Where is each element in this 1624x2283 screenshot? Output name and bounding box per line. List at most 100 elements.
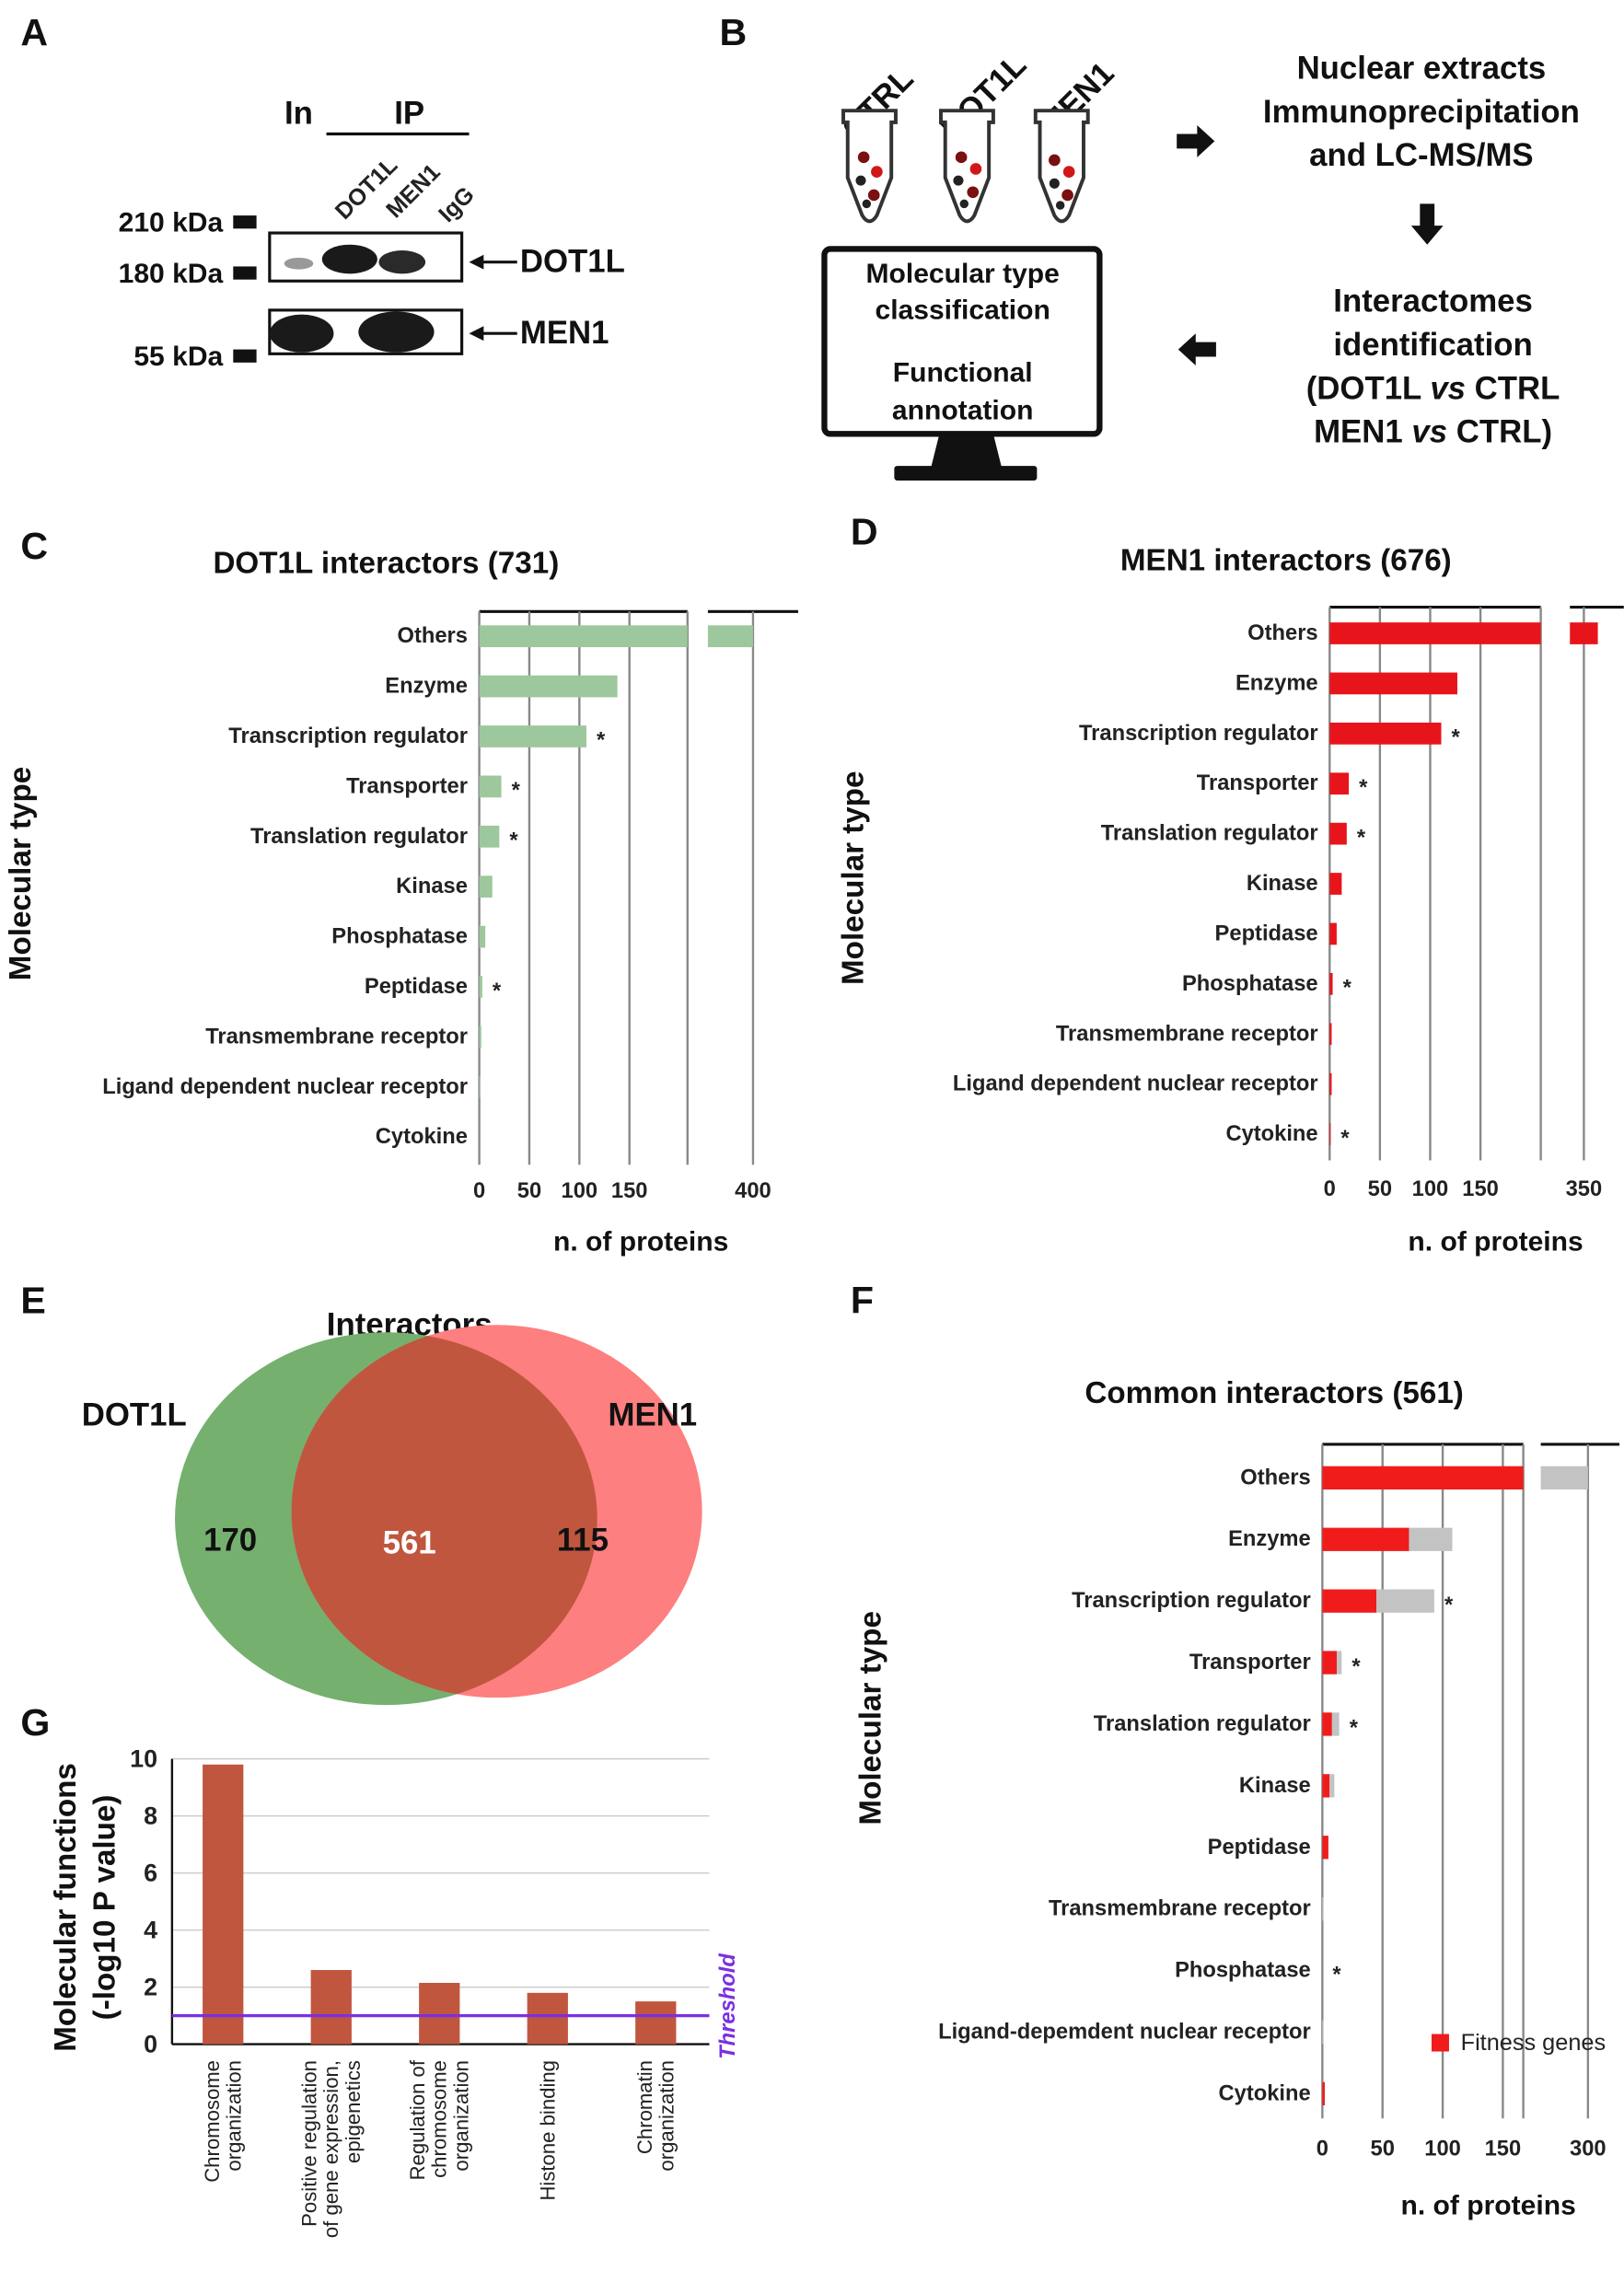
category-label: Translation regulator (1094, 1712, 1311, 1736)
category-label: Kinase (396, 875, 468, 898)
x-tick-label: 0 (1317, 2137, 1328, 2161)
x-axis-title: n. of proteins (1401, 2191, 1576, 2221)
category-label: Transporter (1189, 1651, 1311, 1675)
panel-label: E (20, 1279, 45, 1321)
bar (479, 625, 688, 648)
comparison: MEN1 vs CTRL) (1314, 415, 1552, 450)
bar (479, 976, 482, 998)
significance-mark: * (1359, 776, 1368, 800)
x-tick-label: organization (655, 2060, 679, 2172)
category-label: Peptidase (1215, 921, 1318, 945)
step-text: identification (1333, 328, 1532, 363)
x-tick-label: 150 (1462, 1177, 1499, 1201)
category-label: Translation regulator (1101, 822, 1318, 846)
category-label: Phosphatase (331, 925, 468, 949)
bar (1337, 1651, 1342, 1675)
panel-a: A In IP DOT1L MEN1 IgG 210 kDa 180 kDa 5… (20, 11, 625, 372)
arrow (1410, 203, 1444, 245)
significance-mark: * (597, 729, 606, 753)
x-tick-label: organization (223, 2060, 246, 2172)
category-label: Peptidase (1208, 1836, 1311, 1860)
arrow (469, 254, 484, 270)
y-axis-title: Molecular functions (49, 1763, 83, 2052)
marker (233, 349, 257, 363)
category-label: Translation regulator (250, 825, 468, 849)
y-tick-label: 10 (130, 1745, 157, 1773)
category-label: Transcription regulator (1072, 1589, 1311, 1613)
band (321, 244, 377, 274)
category-label: Others (397, 624, 467, 648)
x-tick-label: Histone binding (536, 2060, 559, 2201)
bar (479, 825, 500, 848)
category-label: Cytokine (1219, 2081, 1311, 2105)
bar (1329, 1123, 1331, 1145)
screen-text: annotation (892, 396, 1034, 426)
legend-swatch (1431, 2034, 1449, 2052)
category-label: Ligand dependent nuclear receptor (953, 1072, 1318, 1096)
x-tick-label: 400 (735, 1179, 771, 1203)
y-axis-title: Molecular type (837, 771, 871, 985)
screen-text: Functional (893, 357, 1033, 388)
x-tick-label: 100 (1412, 1177, 1449, 1201)
bar (1329, 822, 1347, 845)
overlap (291, 1332, 597, 1698)
x-axis-title: n. of proteins (553, 1227, 728, 1257)
significance-mark: * (1444, 1593, 1454, 1617)
x-tick-label: Positive regulation (298, 2060, 321, 2227)
bar (1322, 1651, 1338, 1675)
x-tick-label: organization (449, 2060, 472, 2172)
x-tick-label: of gene expression, (319, 2060, 342, 2238)
category-label: Peptidase (365, 975, 468, 999)
bar (479, 1026, 481, 1049)
panel-label: B (720, 11, 748, 53)
marker (233, 215, 257, 229)
tube (841, 109, 898, 224)
category-label: Others (1247, 621, 1317, 645)
significance-mark: * (1343, 977, 1352, 1001)
x-tick-label: 50 (517, 1179, 541, 1203)
significance-mark: * (509, 829, 518, 853)
comparison-part: CTRL (1466, 371, 1560, 406)
significance-mark: * (1357, 826, 1366, 850)
category-label: Transmembrane receptor (1049, 1897, 1311, 1921)
y-tick-label: 0 (144, 2031, 157, 2058)
x-tick-label: 300 (1570, 2137, 1607, 2161)
x-tick-label: 50 (1368, 1177, 1392, 1201)
bar (1322, 1774, 1330, 1798)
comparison-part: (DOT1L (1306, 371, 1431, 406)
category-label: Ligand-depemdent nuclear receptor (938, 2020, 1311, 2044)
x-tick-label: Regulation of (406, 2059, 429, 2180)
x-tick-label: Chromosome (201, 2060, 224, 2183)
input-label: In (284, 96, 313, 131)
marker (233, 266, 257, 280)
bar (479, 775, 502, 798)
bar (527, 1992, 568, 2045)
bar (1409, 1527, 1453, 1551)
y-axis-title: Molecular type (4, 767, 38, 981)
y-tick-label: 8 (144, 1802, 157, 1830)
y-axis-title: (-log10 P value) (88, 1795, 122, 2021)
significance-mark: * (1332, 1963, 1341, 1987)
category-label: Transcription regulator (228, 724, 468, 748)
bar (1322, 1712, 1332, 1736)
arrow (1177, 333, 1216, 365)
band (378, 250, 426, 274)
category-label: Others (1240, 1466, 1310, 1489)
bar (1329, 873, 1342, 895)
marker-label: 210 kDa (119, 207, 224, 238)
x-tick-label: chromosome (428, 2060, 451, 2178)
bar (1329, 922, 1337, 945)
x-tick-label: 100 (562, 1179, 598, 1203)
marker-label: 180 kDa (119, 259, 224, 289)
significance-mark: * (493, 979, 502, 1003)
category-label: Cytokine (1225, 1122, 1317, 1146)
category-label: Kinase (1247, 872, 1318, 896)
monitor-stand (930, 434, 1003, 469)
region-count: 115 (557, 1523, 609, 1558)
bar (1376, 1589, 1434, 1613)
bar (1570, 622, 1598, 644)
bar (635, 2001, 677, 2045)
bar (479, 925, 486, 948)
bar (1322, 1466, 1524, 1490)
